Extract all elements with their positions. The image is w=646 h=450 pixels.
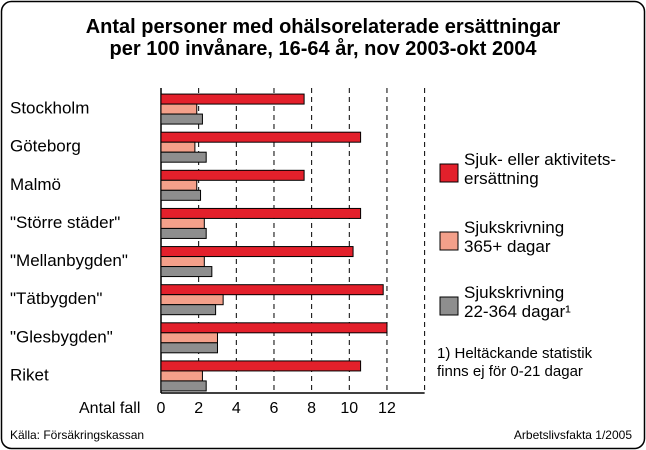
legend-swatch (439, 163, 459, 183)
chart-title: Antal personer med ohälsorelaterade ersä… (85, 16, 561, 60)
bar (160, 151, 207, 163)
bar (160, 380, 207, 392)
y-tick-label: Riket (10, 365, 49, 384)
legend-label: Sjukskrivning 22-364 dagar¹ (464, 283, 571, 321)
x-tick-label: 12 (378, 400, 396, 417)
legend-label: Sjukskrivning 365+ dagar (464, 218, 565, 256)
bar (160, 256, 205, 268)
legend-swatch (439, 231, 459, 251)
x-tick-label: 10 (340, 400, 358, 417)
bar (160, 332, 218, 344)
bar (160, 322, 388, 334)
bar (160, 217, 205, 229)
bar (160, 131, 362, 143)
y-tick-label: "Tätbygden" (10, 289, 102, 308)
source: Källa: Försäkringskassan (10, 428, 144, 442)
y-tick-label: "Glesbygden" (10, 327, 113, 346)
bar (160, 342, 218, 354)
bar (160, 304, 217, 316)
legend-label: Sjuk- eller aktivitets- ersättning (464, 150, 617, 188)
bar (160, 113, 203, 125)
footnote: 1) Heltäckande statistik finns ej för 0-… (437, 345, 593, 380)
bar (160, 294, 224, 306)
bar (160, 169, 305, 181)
bar (160, 227, 207, 239)
bar (160, 370, 203, 382)
x-tick-label: 2 (194, 400, 203, 417)
bar (160, 141, 196, 153)
bar (160, 179, 198, 191)
bar (160, 189, 202, 201)
bar (160, 246, 354, 258)
y-tick-label: Malmö (10, 175, 61, 194)
credit: Arbetslivsfakta 1/2005 (514, 428, 632, 442)
bar (160, 93, 305, 105)
x-tick-label: 8 (307, 400, 316, 417)
bar (160, 207, 362, 219)
x-tick-label: 0 (157, 400, 166, 417)
x-axis-label: Antal fall (79, 400, 140, 417)
bar (160, 360, 362, 372)
y-tick-label: Göteborg (10, 137, 81, 156)
x-tick-label: 6 (270, 400, 279, 417)
bar (160, 103, 198, 115)
bar (160, 266, 213, 278)
y-tick-label: Stockholm (10, 99, 89, 118)
bar (160, 284, 384, 296)
legend-swatch (439, 296, 459, 316)
x-tick-label: 4 (232, 400, 241, 417)
y-tick-label: "Större städer" (10, 213, 120, 232)
y-tick-label: "Mellanbygden" (10, 251, 128, 270)
